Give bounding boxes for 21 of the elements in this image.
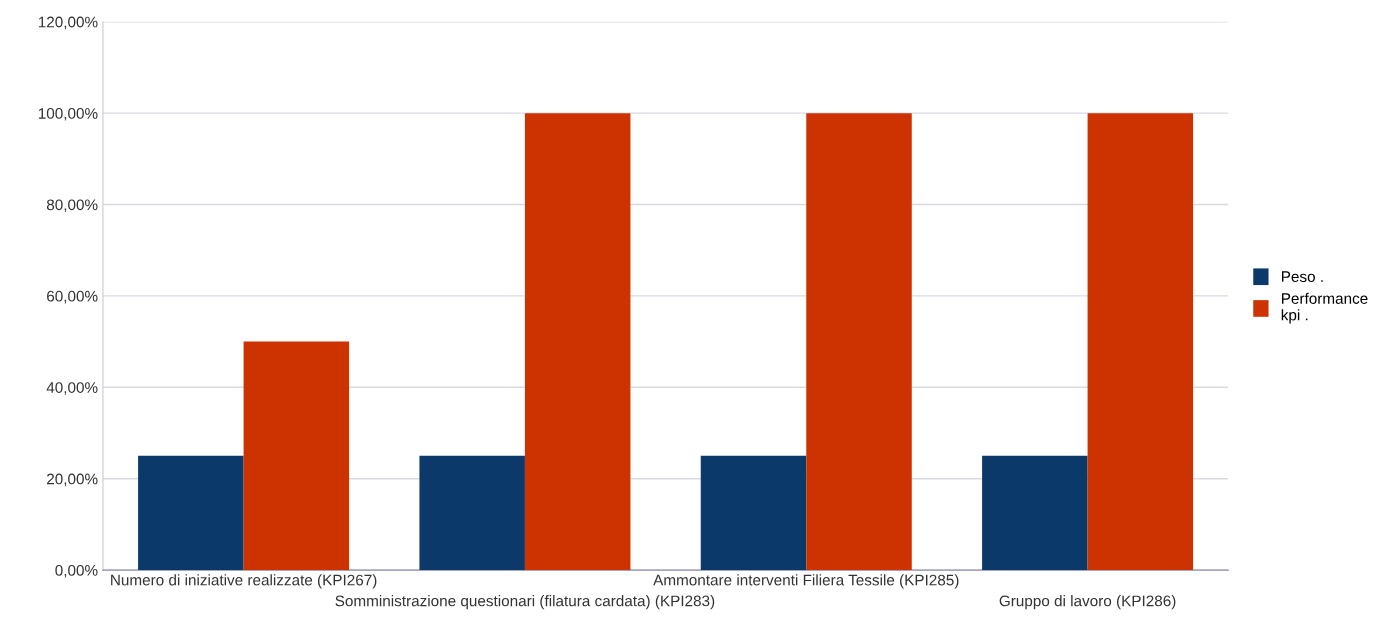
y-tick-label: 0,00% [55,564,98,578]
bar [243,341,350,571]
y-tick-label: 40,00% [46,382,98,395]
y-tick-label: 80,00% [46,199,98,213]
y-tick-label: 100,00% [38,107,98,121]
x-tick-label: Numero di iniziative realizzate (KPI267) [111,574,377,589]
bar [1087,113,1194,571]
bar [982,455,1088,571]
bar [419,455,525,571]
x-tick-label: Gruppo di lavoro (KPI286) [999,595,1176,610]
y-tick-label: 120,00% [38,16,98,30]
y-tick-label: 60,00% [47,290,98,304]
bar [700,455,807,571]
bar [806,113,912,571]
legend-label: Performance kpi . [1281,292,1368,324]
x-tick-label: Somministrazione questionari (filatura cardata) (KPI283) [335,595,715,610]
bar [138,455,244,571]
bar [524,113,631,571]
x-tick-label: Ammontare interventi Filiera Tessile (KPI285) [653,574,959,589]
y-tick-label: 20,00% [47,473,98,487]
legend-label: Peso . [1282,271,1323,283]
